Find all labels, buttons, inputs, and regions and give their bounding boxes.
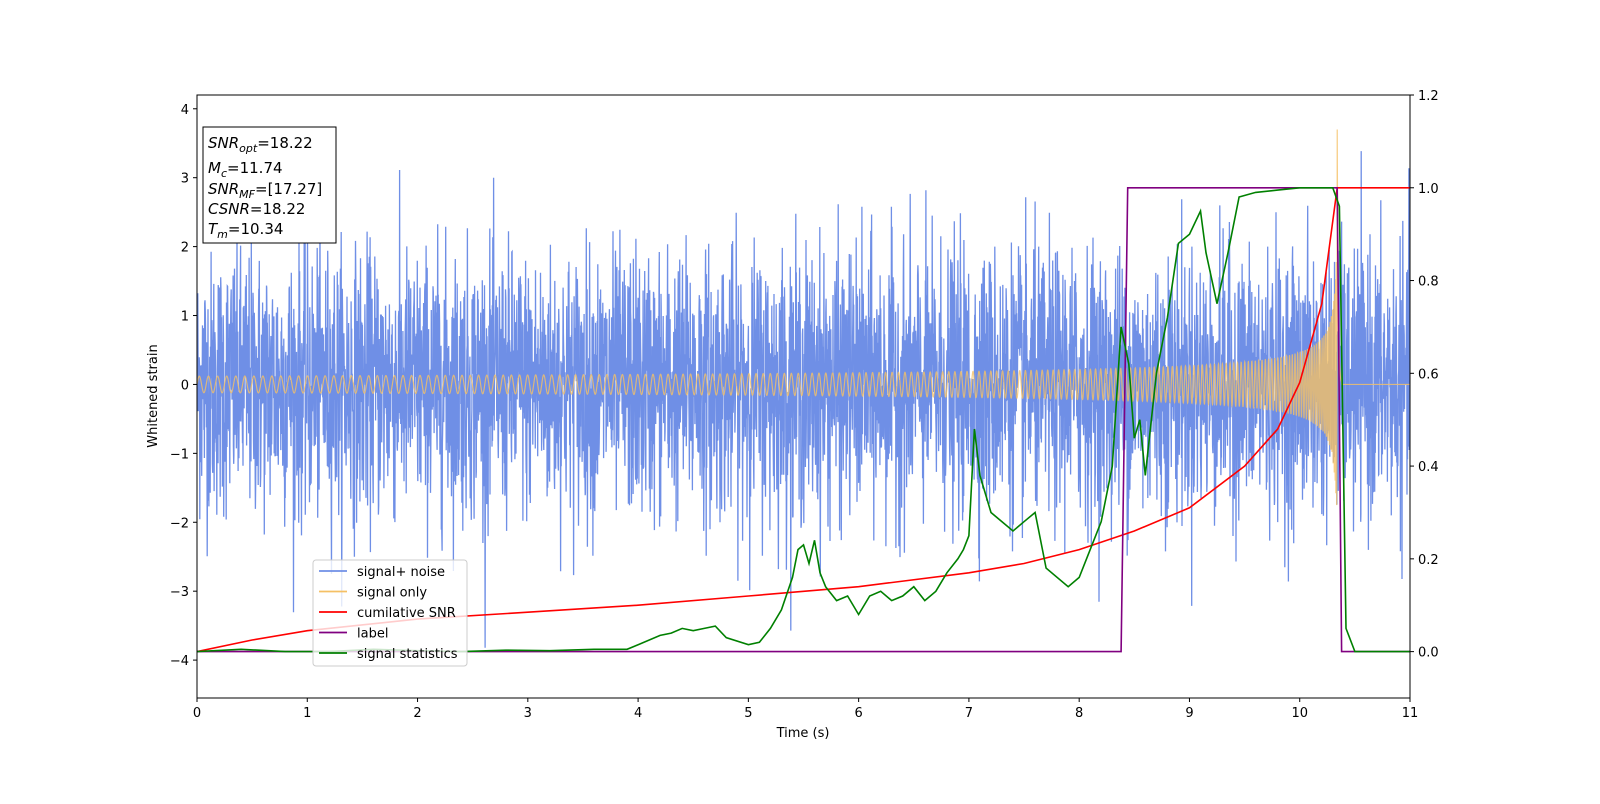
x-tick-label: 9 xyxy=(1185,706,1193,721)
left-y-tick-label: 0 xyxy=(181,378,189,393)
legend: signal+ noise signal only cumilative SNR la… xyxy=(312,559,468,667)
x-tick-label: 8 xyxy=(1075,706,1083,721)
left-y-tick-label: 4 xyxy=(181,103,189,118)
left-y-tick-label: −1 xyxy=(170,447,189,462)
series-signal-statistics-line xyxy=(197,187,1410,653)
x-tick-label: 1 xyxy=(303,706,311,721)
right-y-tick-label: 0.2 xyxy=(1418,553,1439,568)
right-y-tick-label: 0.6 xyxy=(1418,367,1439,382)
y-axis-label: Whitened strain xyxy=(146,344,161,447)
x-tick-label: 10 xyxy=(1291,706,1308,721)
x-axis: 0 1 2 3 4 5 6 7 8 9 10 11 xyxy=(193,698,1418,721)
right-y-axis: 0.0 0.2 0.4 0.6 0.8 1.0 1.2 xyxy=(1410,89,1439,661)
right-y-tick-label: 1.2 xyxy=(1418,89,1439,104)
x-tick-label: 6 xyxy=(854,706,862,721)
left-y-tick-label: −3 xyxy=(170,585,189,600)
legend-entry-label: signal only xyxy=(357,586,427,601)
legend-entry-label: signal+ noise xyxy=(357,565,445,580)
axes-frame xyxy=(196,94,1411,699)
right-y-tick-label: 0.4 xyxy=(1418,460,1439,475)
left-y-tick-label: 1 xyxy=(181,310,189,325)
left-y-tick-label: −4 xyxy=(170,654,189,669)
x-tick-label: 3 xyxy=(524,706,532,721)
legend-frame xyxy=(312,559,468,667)
x-tick-label: 5 xyxy=(744,706,752,721)
info-box-frame xyxy=(202,126,337,244)
right-y-tick-label: 0.0 xyxy=(1418,646,1439,661)
series-label-line xyxy=(197,187,1410,653)
series-signal-noise-line xyxy=(197,151,1410,648)
right-y-tick-label: 1.0 xyxy=(1418,182,1439,197)
info-box: SNRopt=18.22 Mc=11.74SNRMF=[17.27]CSNR=18… xyxy=(202,126,337,244)
x-tick-label: 7 xyxy=(965,706,973,721)
x-tick-label: 0 xyxy=(193,706,201,721)
left-y-tick-label: 3 xyxy=(181,172,189,187)
left-y-tick-label: −2 xyxy=(170,516,189,531)
info-line: SNRMF=[17.27] xyxy=(208,180,322,201)
left-y-tick-label: 2 xyxy=(181,241,189,256)
legend-entry-label: signal statistics xyxy=(357,647,458,662)
right-y-tick-label: 0.8 xyxy=(1418,275,1439,290)
x-tick-label: 2 xyxy=(413,706,421,721)
left-y-axis: −4 −3 −2 −1 0 1 2 3 4 xyxy=(170,103,197,669)
series-signal-only-line xyxy=(197,129,1410,506)
info-line: Mc=11.74 xyxy=(208,159,283,180)
legend-entry-label: label xyxy=(357,627,388,642)
info-line: SNRopt=18.22 xyxy=(208,134,313,155)
legend-entry-label: cumilative SNR xyxy=(357,606,456,621)
x-axis-label: Time (s) xyxy=(776,726,830,741)
info-line: CSNR=18.22 xyxy=(208,200,305,218)
info-line: Tm=10.34 xyxy=(208,220,283,241)
x-tick-label: 4 xyxy=(634,706,642,721)
x-tick-label: 11 xyxy=(1402,706,1419,721)
